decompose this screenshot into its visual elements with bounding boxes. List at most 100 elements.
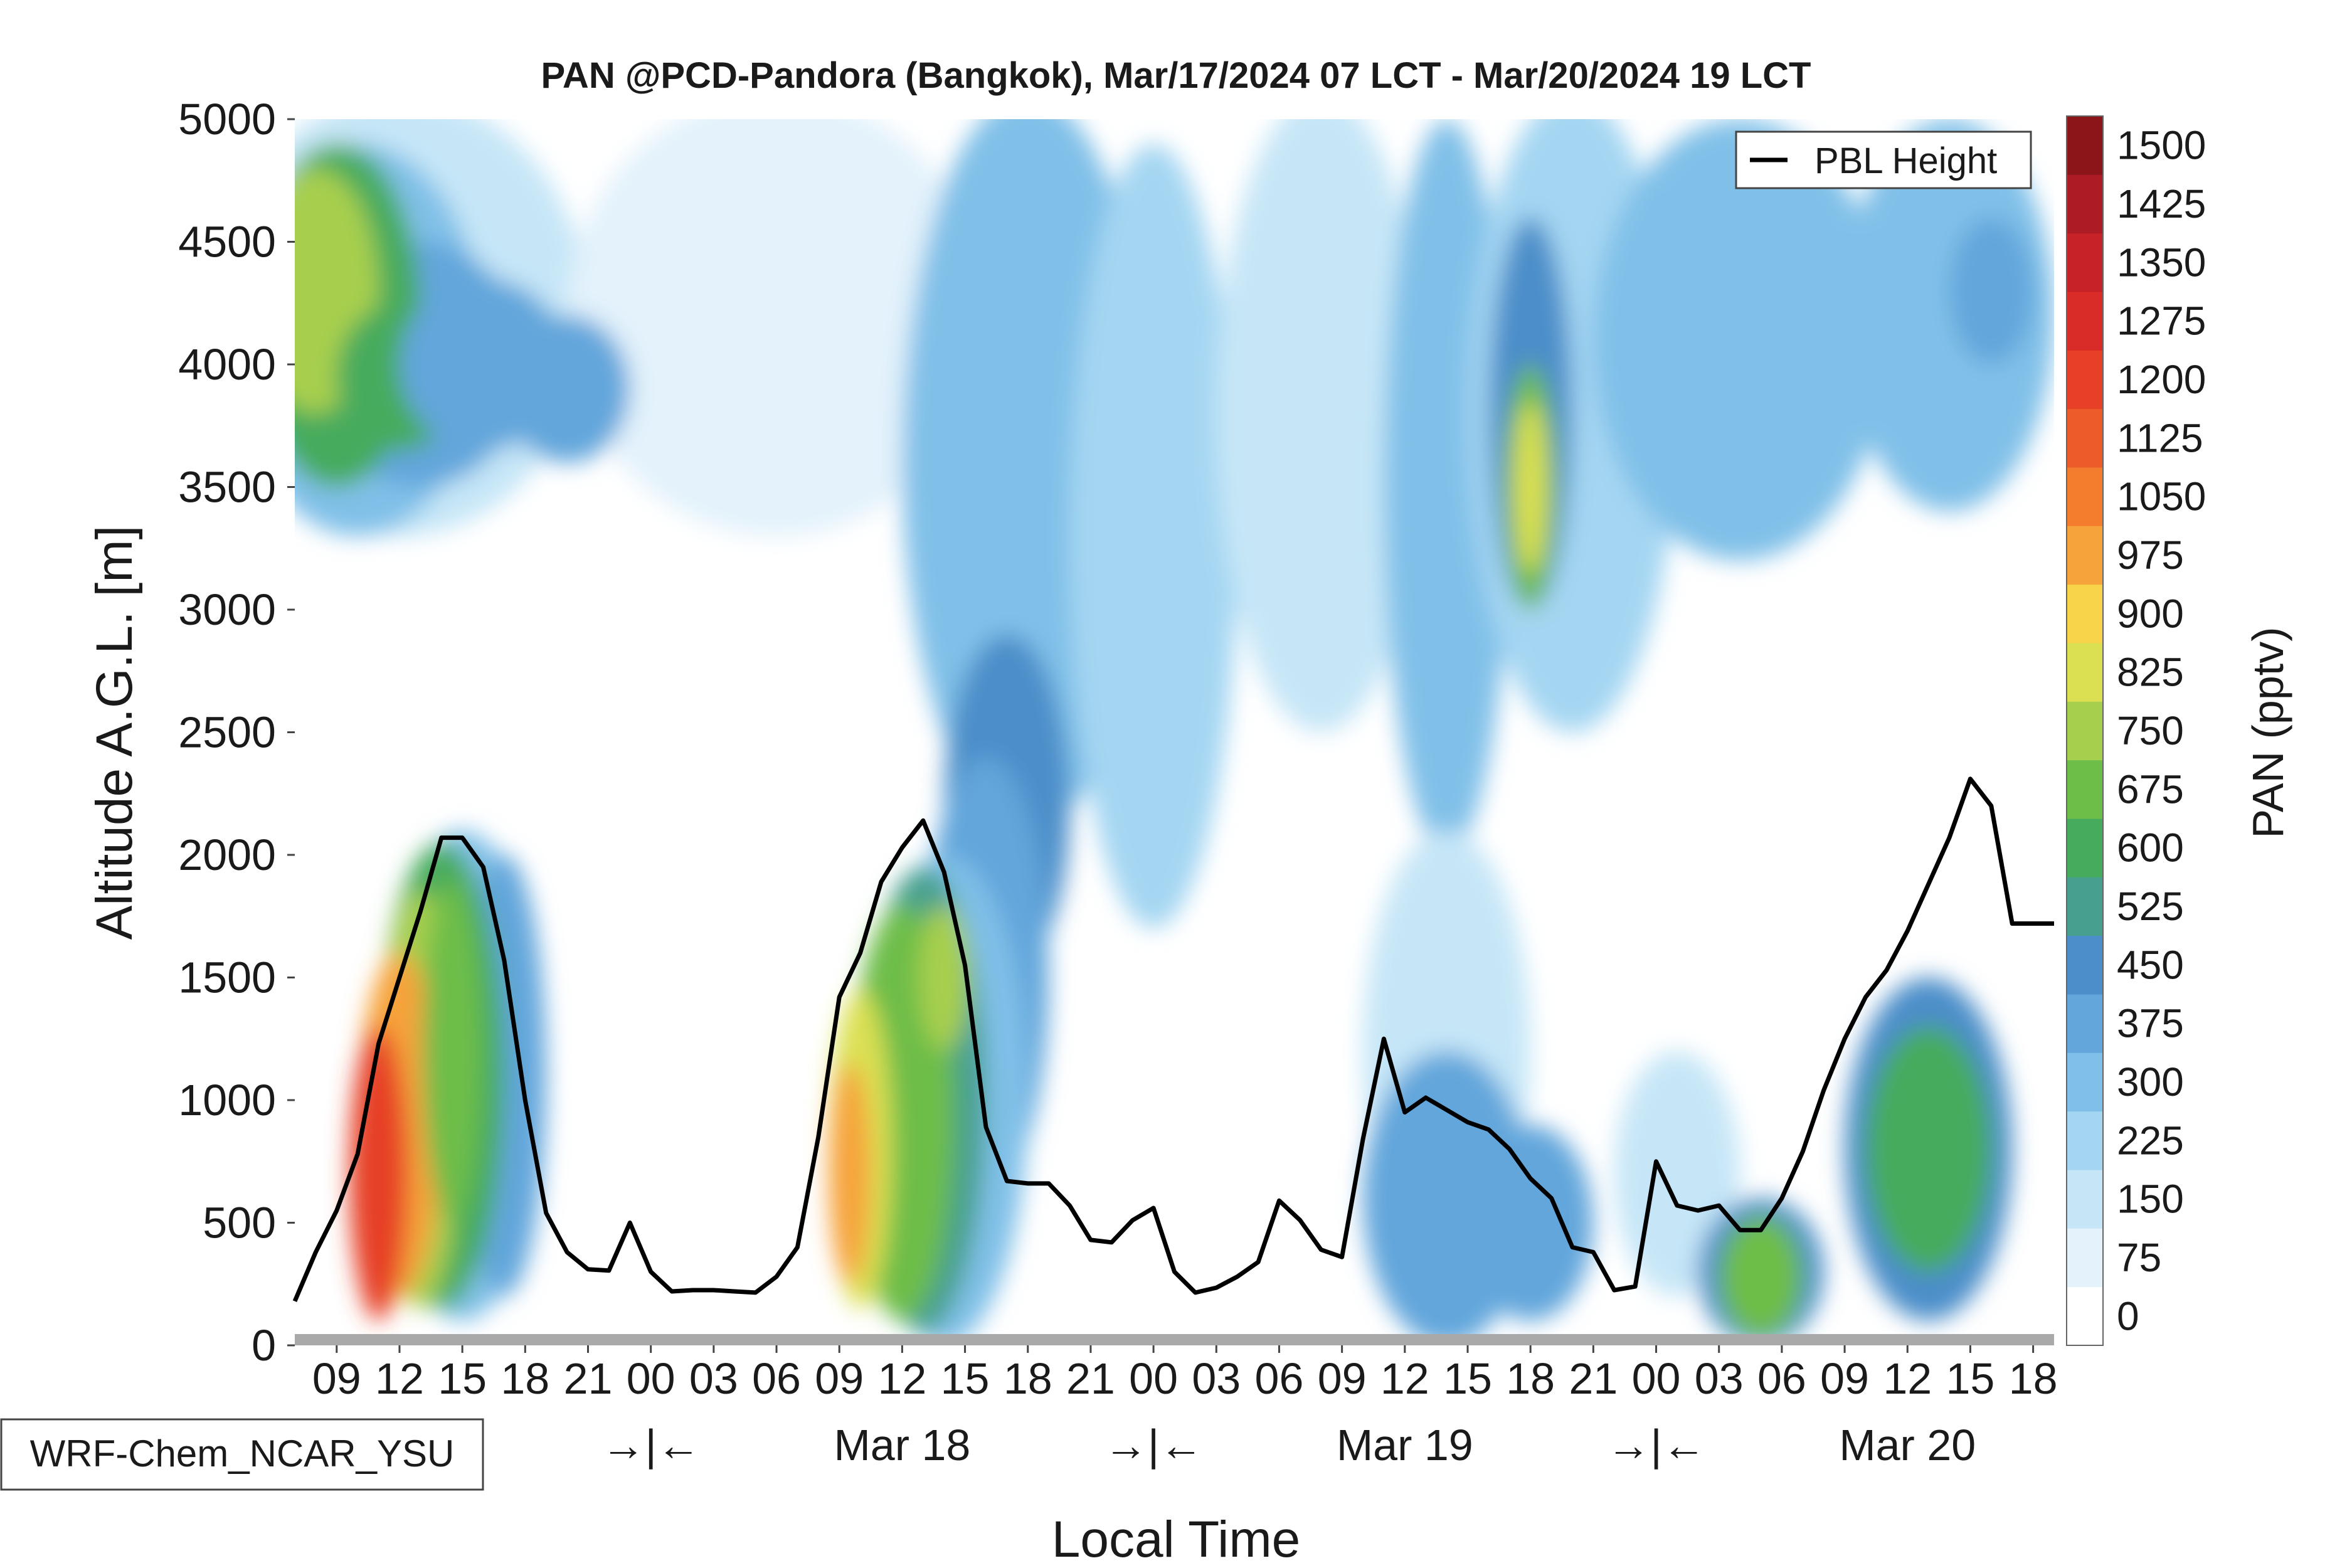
x-tick-label: 09 [1318, 1354, 1367, 1403]
colorbar-tick-label: 450 [2117, 942, 2184, 987]
x-day-marker: Mar 19 [1337, 1421, 1473, 1470]
colorbar-frame [2066, 115, 2104, 1346]
field-blob [1865, 1026, 1991, 1272]
x-tick-label: 03 [689, 1354, 738, 1403]
concentration-field [295, 119, 2054, 1345]
y-tick-label: 1500 [178, 953, 276, 1002]
model-annotation: WRF-Chem_NCAR_YSU [0, 1418, 484, 1491]
x-tick-label: 12 [1883, 1354, 1932, 1403]
colorbar-swatch [2067, 526, 2103, 585]
x-tick-label: 15 [438, 1354, 487, 1403]
y-tick-label: 3000 [178, 585, 276, 634]
x-tick-label: 03 [1695, 1354, 1744, 1403]
model-annotation-box [0, 1418, 484, 1491]
x-tick-label: 00 [1632, 1354, 1681, 1403]
y-tick-label: 2000 [178, 830, 276, 879]
legend: PBL Height [1735, 130, 2032, 189]
field-blob [1468, 1125, 1594, 1321]
colorbar-swatch [2067, 643, 2103, 702]
plot-area [292, 119, 2054, 1345]
colorbar-swatch [2067, 818, 2103, 877]
colorbar-swatch [2067, 408, 2103, 468]
colorbar-tick-label: 75 [2117, 1235, 2161, 1280]
x-tick-label: 21 [1066, 1354, 1115, 1403]
colorbar-swatch [2067, 1228, 2103, 1288]
x-tick-label: 21 [1569, 1354, 1618, 1403]
colorbar-tick-label: 525 [2117, 884, 2184, 929]
colorbar-tick-label: 0 [2117, 1293, 2139, 1338]
colorbar-swatch [2067, 174, 2103, 234]
colorbar-swatch [2067, 877, 2103, 936]
field-blob [567, 119, 986, 536]
x-tick-label: 15 [1946, 1354, 1994, 1403]
field-blob [349, 1026, 408, 1321]
colorbar-swatch [2067, 584, 2103, 644]
field-blob [1513, 401, 1547, 573]
colorbar-swatch [2067, 1052, 2103, 1112]
x-tick-label: 06 [1255, 1354, 1304, 1403]
colorbar-tick-label: 975 [2117, 532, 2184, 578]
colorbar-tick-label: 825 [2117, 650, 2184, 695]
x-tick-label: 18 [1004, 1354, 1052, 1403]
x-day-marker: Mar 18 [834, 1421, 970, 1470]
x-tick-label: 06 [752, 1354, 801, 1403]
colorbar: 0 75 150 225 300 375 450 525 600 675 750 825 900 975 1… [2066, 115, 2206, 1346]
y-tick-label: 4500 [178, 218, 276, 267]
x-tick-label: 12 [877, 1354, 926, 1403]
colorbar-swatch [2067, 760, 2103, 819]
colorbar-swatch [2067, 350, 2103, 410]
colorbar-tick-label: 225 [2117, 1118, 2184, 1163]
colorbar-tick-label: 1125 [2117, 415, 2203, 460]
x-tick-label: 00 [627, 1354, 675, 1403]
y-tick-label: 5000 [178, 95, 276, 144]
colorbar-swatch [2067, 994, 2103, 1053]
pbl-height-line [292, 776, 2054, 1302]
colorbar-tick-label: 1275 [2117, 299, 2206, 344]
field-blob [919, 904, 970, 1051]
field-blob [504, 315, 630, 463]
field-blob [1845, 119, 2054, 512]
y-tick-label: 1000 [178, 1076, 276, 1125]
x-day-marker: →|← [1606, 1421, 1705, 1470]
y-tick-label: 4000 [178, 340, 276, 389]
field-blob [422, 879, 482, 1223]
colorbar-tick-label: 300 [2117, 1059, 2184, 1104]
field-blob [1949, 217, 2033, 364]
colorbar-tick-label: 1350 [2117, 240, 2206, 285]
y-tick-label: 500 [203, 1199, 276, 1248]
y-tick-label: 2500 [178, 708, 276, 757]
colorbar-tick-label: 1200 [2117, 357, 2206, 402]
x-tick-label: 18 [501, 1354, 549, 1403]
x-tick-label: 15 [1443, 1354, 1492, 1403]
x-tick-label: 18 [1506, 1354, 1555, 1403]
x-axis: 09 12 15 18 21 00 03 06 09 12 15 18 21 00 03 06 09 12 15 18… [312, 1345, 2058, 1470]
x-tick-label: 09 [1820, 1354, 1869, 1403]
ground-strip [295, 1334, 2054, 1345]
y-axis: 0 500 1000 1500 2000 2500 3000 3500 4000 4500 5000 [178, 95, 295, 1370]
field-blob [829, 1063, 871, 1285]
x-tick-label: 06 [1757, 1354, 1806, 1403]
x-tick-label: 12 [1380, 1354, 1429, 1403]
x-day-marker: →|← [1104, 1421, 1203, 1470]
x-tick-label: 21 [564, 1354, 613, 1403]
x-tick-label: 09 [815, 1354, 864, 1403]
field-blob [1069, 144, 1237, 929]
x-day-marker: →|← [601, 1421, 701, 1470]
field-blob [1216, 119, 1426, 733]
colorbar-tick-label: 1050 [2117, 474, 2206, 519]
colorbar-tick-label: 675 [2117, 766, 2184, 812]
x-tick-label: 03 [1192, 1354, 1241, 1403]
model-annotation-text: WRF-Chem_NCAR_YSU [30, 1433, 455, 1475]
legend-entry-pbl-height: PBL Height [1814, 140, 1997, 181]
colorbar-swatch [2067, 1170, 2103, 1229]
colorbar-swatch [2067, 1111, 2103, 1170]
field-blob [1593, 119, 1887, 561]
field-blob [1719, 1215, 1803, 1338]
colorbar-tick-label: 900 [2117, 591, 2184, 636]
y-tick-label: 0 [252, 1321, 276, 1370]
colorbar-swatch [2067, 1286, 2103, 1346]
colorbar-swatch [2067, 935, 2103, 995]
x-day-marker: Mar 20 [1839, 1421, 1976, 1470]
y-axis-label: Altitude A.G.L. [m] [86, 526, 143, 940]
x-tick-label: 15 [941, 1354, 990, 1403]
